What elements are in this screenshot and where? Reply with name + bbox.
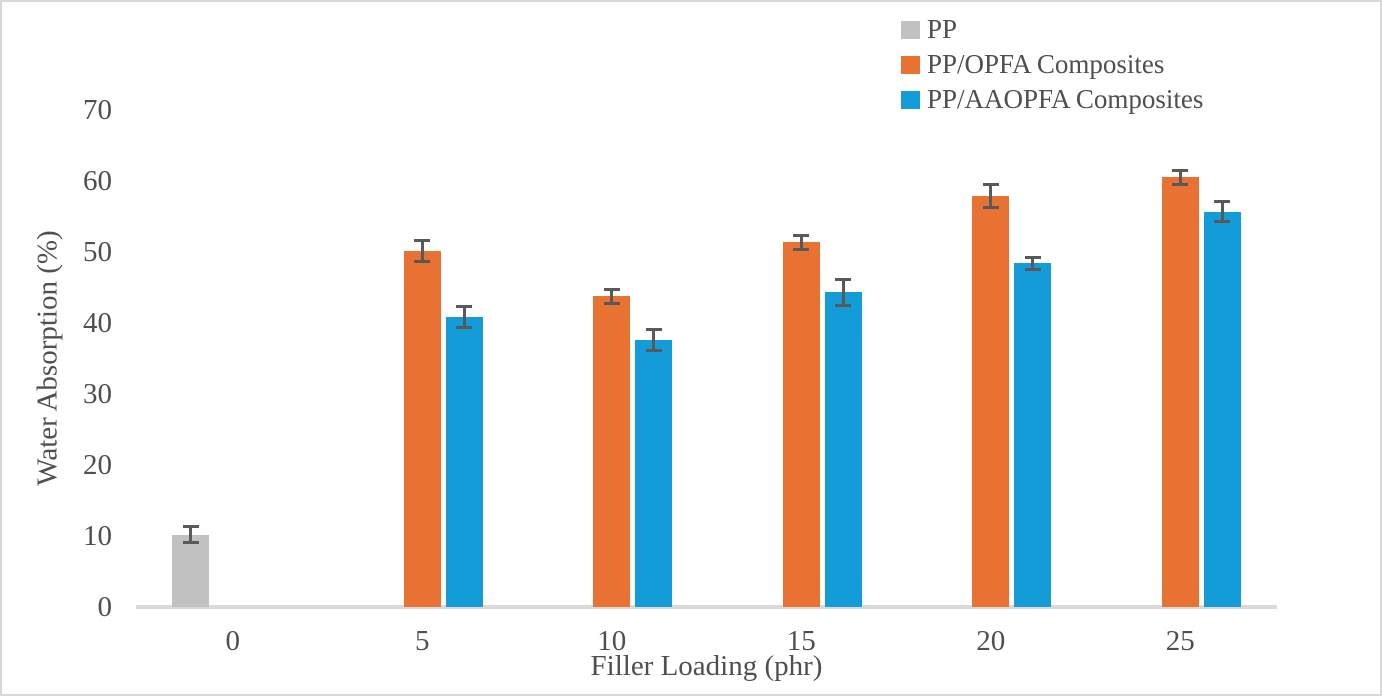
bar	[635, 327, 673, 607]
bar	[1014, 255, 1052, 607]
bar	[172, 525, 210, 607]
bar	[1203, 200, 1241, 607]
error-bar-cap-bot	[645, 349, 662, 353]
y-tick-label: 50	[83, 236, 112, 268]
error-bar-cap-top	[1024, 255, 1041, 259]
error-bar-cap-top	[414, 238, 431, 242]
legend-item-pp: PP	[901, 12, 1203, 47]
x-tick-label: 10	[597, 625, 627, 657]
error-bar-cap-bot	[456, 325, 473, 329]
bar-group-5-phr	[362, 110, 483, 607]
error-bar-cap-top	[982, 183, 999, 187]
pp-opfa-legend-swatch	[901, 55, 920, 74]
error-bar-cap-bot	[414, 259, 431, 263]
error-bar-stem	[1178, 168, 1182, 186]
bar	[1161, 168, 1199, 607]
bar	[445, 304, 483, 607]
x-axis-title: Filler Loading (phr)	[590, 650, 823, 682]
bar-group-10-phr	[551, 110, 673, 607]
error-bar	[1024, 255, 1041, 272]
error-bar	[603, 287, 620, 305]
error-bar-cap-top	[645, 327, 662, 331]
error-bar-cap-bot	[1214, 219, 1231, 223]
error-bar-stem	[189, 525, 193, 544]
error-bar	[456, 304, 473, 329]
y-tick-label: 10	[83, 520, 112, 552]
error-bar-cap-bot	[1024, 268, 1041, 272]
y-tick-label: 0	[97, 591, 113, 623]
error-bar	[414, 238, 431, 263]
error-bar-stem	[1031, 255, 1035, 272]
error-bar	[645, 327, 662, 353]
error-bar-cap-bot	[982, 205, 999, 209]
pp-aaopfa-legend-label: PP/AAOPFA Composites	[927, 84, 1204, 114]
error-bar-cap-top	[456, 304, 473, 308]
error-bar-cap-bot	[835, 303, 852, 307]
legend-item-pp-opfa: PP/OPFA Composites	[901, 47, 1203, 82]
y-tick-label: 40	[83, 307, 112, 339]
error-bar-cap-top	[182, 525, 199, 529]
error-bar	[182, 525, 199, 544]
legend: PP PP/OPFA Composites PP/AAOPFA Composit…	[901, 12, 1203, 117]
error-bar	[835, 278, 852, 307]
error-bar-cap-top	[603, 287, 620, 291]
x-tick-label: 0	[225, 625, 241, 657]
x-axis-line	[136, 605, 1277, 609]
error-bar	[1214, 200, 1231, 223]
plot-area	[138, 110, 1275, 607]
bar	[593, 287, 631, 607]
legend-item-pp-aaopfa: PP/AAOPFA Composites	[901, 82, 1203, 117]
error-bar-cap-bot	[182, 540, 199, 544]
error-bar-cap-bot	[1172, 182, 1189, 186]
bar	[824, 278, 862, 607]
error-bar-stem	[652, 327, 656, 353]
error-bar-cap-top	[835, 278, 852, 282]
error-bar-stem	[610, 287, 614, 305]
error-bar-stem	[462, 304, 466, 329]
pp-legend-swatch	[901, 20, 920, 39]
y-tick-label: 30	[83, 378, 112, 410]
bar-group-25-phr	[1120, 110, 1241, 607]
x-tick-label: 15	[786, 625, 816, 657]
x-tick-label: 25	[1165, 625, 1195, 657]
error-bar-stem	[989, 183, 993, 209]
error-bar	[982, 183, 999, 209]
bar-group-15-phr	[741, 110, 862, 607]
bar-group-0-phr	[172, 110, 293, 607]
error-bar-stem	[420, 238, 424, 263]
error-bar-cap-bot	[603, 301, 620, 305]
pp-legend-label: PP	[927, 14, 958, 44]
error-bar	[793, 233, 810, 251]
error-bar-cap-top	[1172, 168, 1189, 172]
bar	[782, 233, 820, 607]
error-bar-cap-top	[793, 233, 810, 237]
error-bar	[1172, 168, 1189, 186]
y-tick-label: 70	[83, 94, 112, 126]
pp-opfa-legend-label: PP/OPFA Composites	[927, 49, 1165, 79]
x-tick-label: 20	[976, 625, 1006, 657]
y-tick-label: 20	[83, 449, 112, 481]
error-bar-cap-bot	[793, 247, 810, 251]
x-tick-label: 5	[415, 625, 430, 657]
error-bar-stem	[1220, 200, 1224, 223]
error-bar-stem	[841, 278, 845, 307]
bar	[972, 183, 1010, 607]
y-tick-label: 60	[83, 165, 112, 197]
bar-group-20-phr	[930, 110, 1052, 607]
pp-aaopfa-legend-swatch	[901, 90, 920, 109]
error-bar-cap-top	[1214, 200, 1231, 204]
error-bar-stem	[799, 233, 803, 251]
bar	[403, 238, 441, 607]
